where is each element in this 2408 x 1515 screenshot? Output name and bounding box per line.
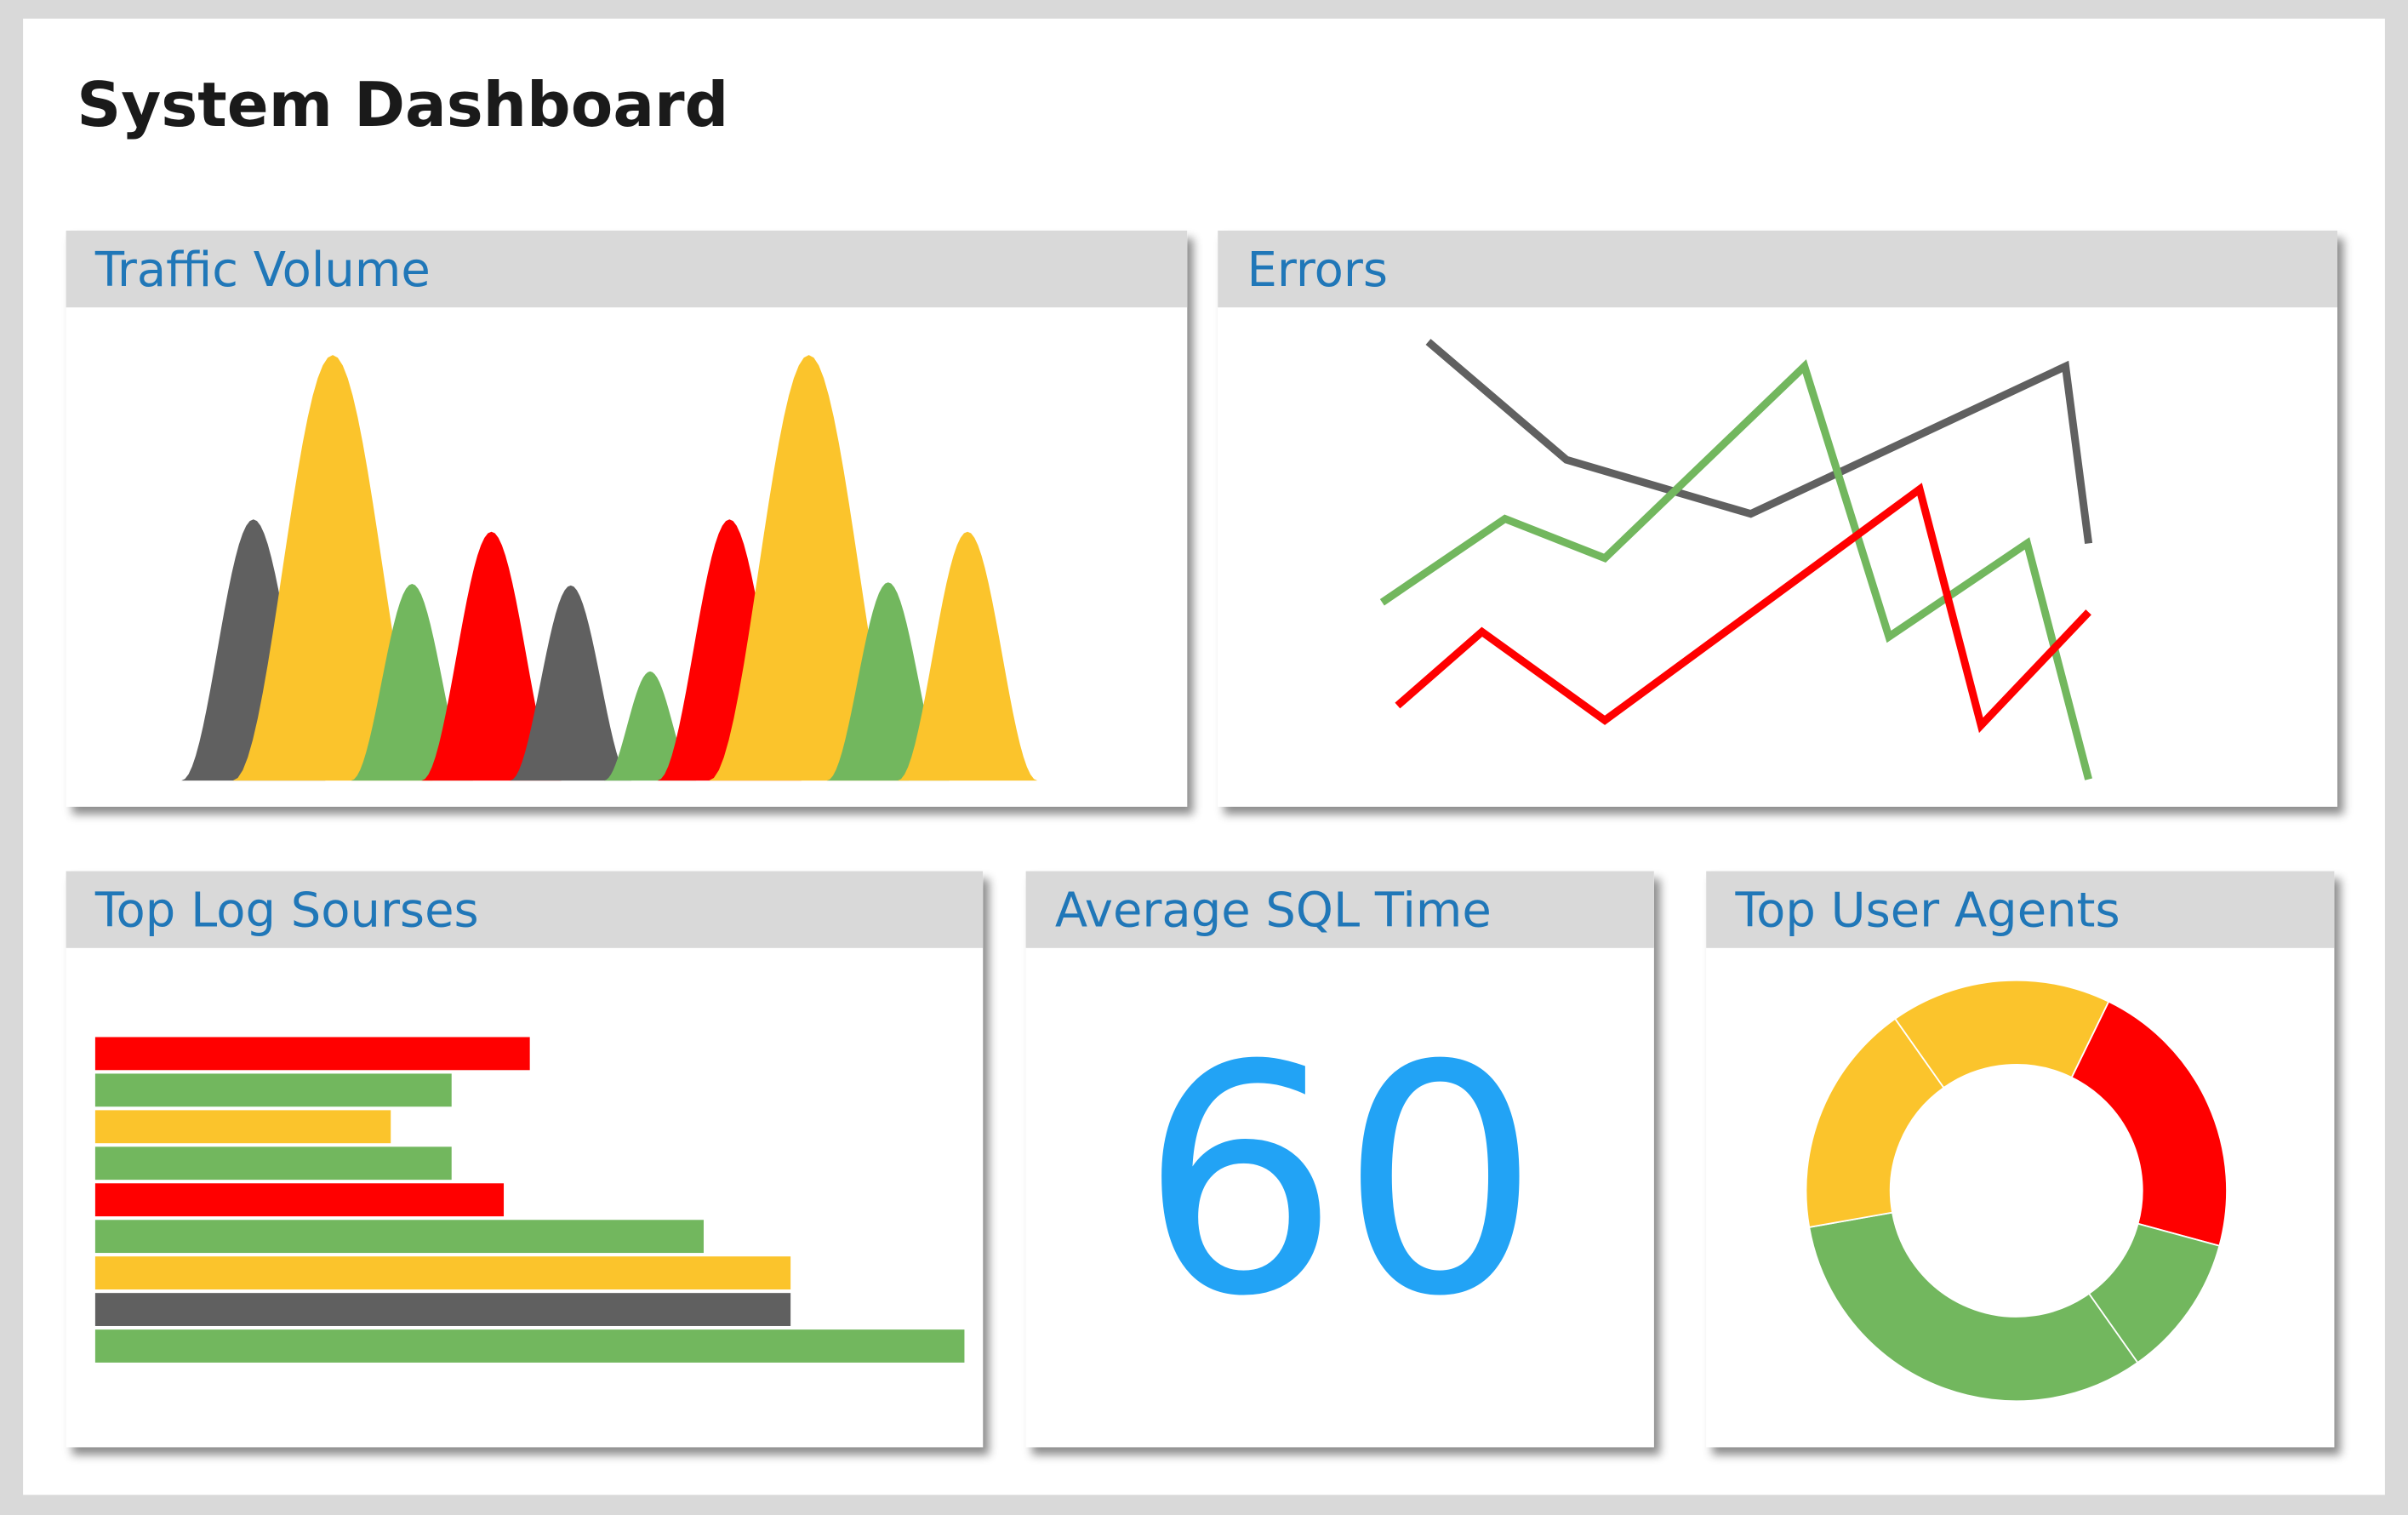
traffic-peak: [232, 355, 433, 781]
traffic-peak: [897, 531, 1038, 781]
donut-segment: [1893, 979, 2110, 1089]
error-line: [1425, 339, 2093, 544]
traffic-peak: [709, 355, 910, 781]
log-source-bar: [94, 1220, 704, 1254]
metric-value: 60: [1139, 999, 1540, 1365]
donut-segment: [1805, 1017, 1945, 1228]
traffic-peak: [510, 585, 632, 781]
donut-segment: [1808, 1211, 2139, 1403]
panel-title: Average SQL Time: [1055, 883, 1492, 939]
log-source-bar: [94, 1293, 791, 1326]
log-source-bar: [94, 1146, 452, 1181]
log-source-bar: [94, 1183, 505, 1217]
panel-header: [66, 230, 1188, 308]
log-source-bar: [94, 1256, 791, 1290]
donut-segment: [2070, 1000, 2228, 1247]
error-line: [1395, 483, 2091, 734]
panel-title: Traffic Volume: [94, 243, 431, 298]
traffic-peak: [421, 531, 562, 781]
panel: [1218, 230, 2337, 807]
log-source-bar: [94, 1329, 965, 1363]
panel-header: [1025, 871, 1654, 948]
panel-title: Top User Agents: [1734, 883, 2120, 939]
log-source-bar: [94, 1110, 391, 1144]
log-source-bar: [94, 1073, 452, 1107]
panel-title: Top Log Sourses: [94, 883, 479, 939]
error-line: [1379, 359, 2092, 780]
panel-header: [1706, 871, 2335, 948]
log-source-bar: [94, 1037, 530, 1071]
panel: [1025, 871, 1654, 1448]
panel-header: [1218, 230, 2337, 308]
dashboard-title: System Dashboard: [77, 70, 728, 141]
panel-title: Errors: [1247, 243, 1388, 298]
panel-header: [66, 871, 984, 948]
